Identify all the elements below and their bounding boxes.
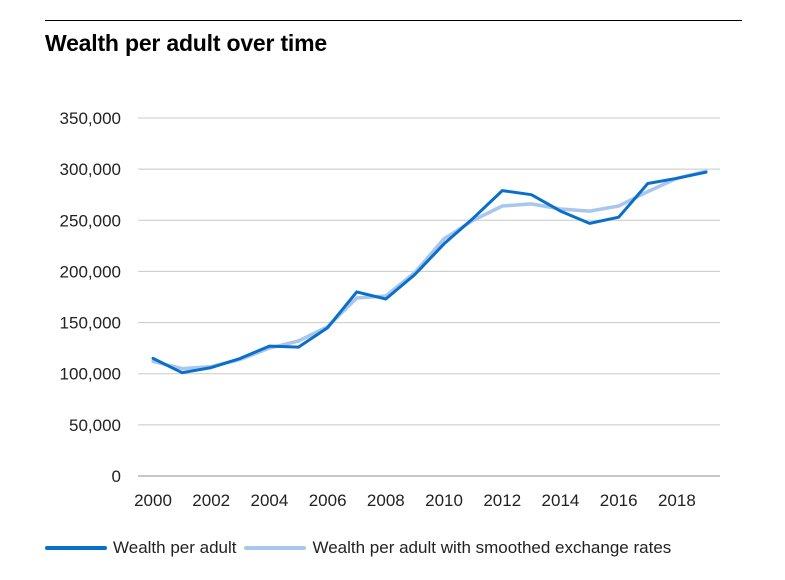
- y-tick-label: 350,000: [60, 109, 121, 128]
- y-tick-label: 200,000: [60, 262, 121, 281]
- legend-swatch-smoothed: [244, 546, 307, 550]
- legend-item-smoothed: Wealth per adult with smoothed exchange …: [244, 538, 671, 558]
- y-tick-label: 50,000: [69, 416, 121, 435]
- x-tick-label: 2002: [192, 491, 230, 510]
- y-axis-ticks: 0 50,000 100,000 150,000 200,000 250,000 300,0…: [60, 109, 121, 486]
- x-tick-label: 2014: [542, 491, 580, 510]
- x-axis-ticks: 2000 2002 2004 2006 2008 2010 2012 2014 2016 2018: [134, 491, 696, 510]
- series-line-smoothed: [151, 169, 708, 371]
- x-tick-label: 2010: [425, 491, 463, 510]
- x-tick-label: 2008: [367, 491, 405, 510]
- y-tick-label: 300,000: [60, 160, 121, 179]
- y-tick-label: 0: [112, 467, 121, 486]
- x-tick-label: 2012: [483, 491, 521, 510]
- y-tick-label: 250,000: [60, 211, 121, 230]
- x-tick-label: 2006: [309, 491, 347, 510]
- y-tick-label: 100,000: [60, 365, 121, 384]
- y-tick-label: 150,000: [60, 314, 121, 333]
- series-lines: [151, 169, 708, 375]
- legend-swatch-wealth: [45, 546, 107, 550]
- x-tick-label: 2016: [600, 491, 638, 510]
- legend-item-wealth: Wealth per adult: [45, 538, 236, 558]
- legend: Wealth per adult Wealth per adult with s…: [45, 538, 679, 558]
- x-tick-label: 2018: [658, 491, 696, 510]
- legend-label-smoothed: Wealth per adult with smoothed exchange …: [312, 538, 672, 557]
- x-tick-label: 2004: [251, 491, 289, 510]
- x-tick-label: 2000: [134, 491, 172, 510]
- top-rule: [45, 20, 742, 21]
- series-line-wealth: [151, 170, 708, 375]
- chart-title: Wealth per adult over time: [45, 30, 327, 56]
- grid-lines: [138, 117, 720, 477]
- legend-label-wealth: Wealth per adult: [113, 538, 237, 557]
